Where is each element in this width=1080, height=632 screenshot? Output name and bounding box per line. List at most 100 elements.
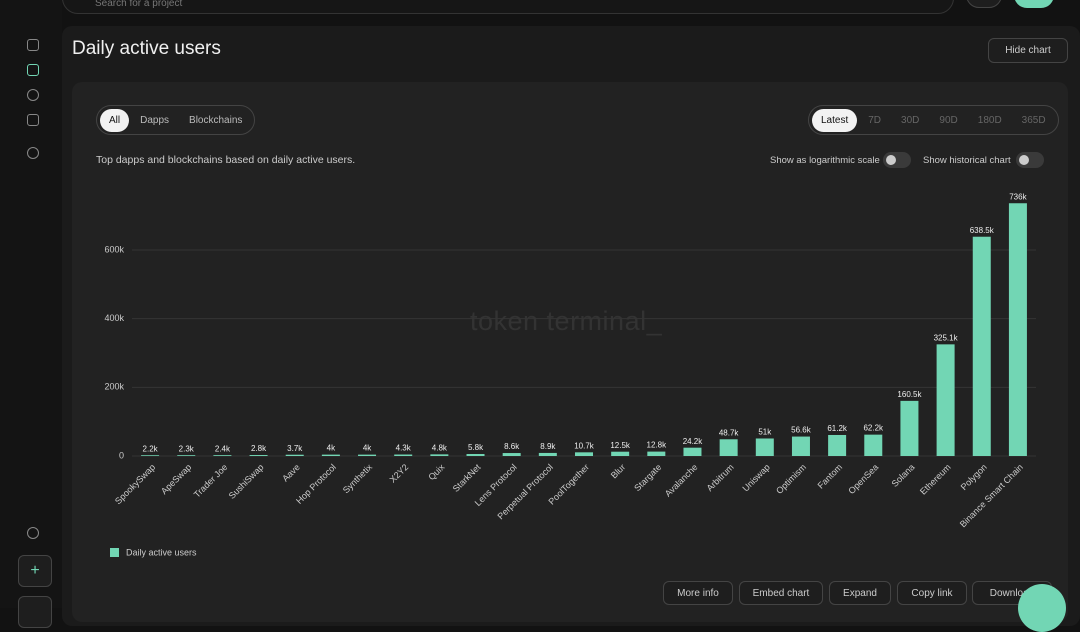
page: + Search for a project Daily active user… — [18, 0, 1068, 632]
bar — [394, 454, 413, 456]
action-label: Expand — [843, 587, 877, 599]
value-label: 5.8k — [468, 443, 484, 452]
timeframe-group: Latest 7D 30D 90D 180D 365D — [808, 105, 1059, 135]
bar — [683, 447, 702, 456]
chat-button[interactable] — [1018, 584, 1066, 632]
value-label: 3.7k — [287, 444, 303, 453]
x-tick-label: Optimism — [774, 462, 808, 496]
bar — [900, 400, 919, 456]
bar — [611, 451, 630, 456]
page-title: Daily active users — [72, 38, 221, 59]
hide-chart-button[interactable]: Hide chart — [988, 38, 1068, 63]
historical-toggle[interactable] — [1016, 152, 1044, 168]
x-tick-label: OpenSea — [846, 462, 880, 496]
chart: 0 200k 400k 600k 2.2k SpookySwap 2.3k ApeSwap 2.… — [104, 192, 1036, 557]
x-tick-label: Avalanche — [663, 462, 700, 499]
x-tick-label: Fantom — [816, 462, 845, 491]
value-label: 160.5k — [897, 390, 922, 399]
pie-icon[interactable] — [27, 89, 39, 101]
x-tick-label: Binance Smart Chain — [958, 462, 1025, 529]
value-label: 2.2k — [143, 444, 159, 453]
action-label: More info — [677, 587, 719, 599]
bar — [647, 451, 666, 456]
timeframe[interactable]: 90D — [939, 114, 958, 126]
x-tick-label: Polygon — [959, 462, 989, 492]
value-label: 325.1k — [934, 333, 959, 342]
timeframe[interactable]: 180D — [977, 114, 1002, 126]
tab[interactable]: Blockchains — [189, 114, 243, 126]
x-tick-label: Aave — [280, 462, 302, 484]
value-label: 48.7k — [719, 428, 740, 437]
action-label: Download — [989, 587, 1035, 599]
tab[interactable]: All — [100, 108, 130, 132]
value-label: 8.9k — [540, 442, 556, 451]
action-button[interactable]: Copy link — [897, 581, 967, 605]
description: Top dapps and blockchains based on daily… — [96, 154, 356, 166]
historical-toggle-label: Show historical chart — [923, 155, 1011, 166]
x-tick-label: Arbitrum — [705, 462, 736, 493]
x-tick-label: Blur — [609, 462, 627, 480]
value-label: 2.8k — [251, 444, 267, 453]
watermark: token terminal_ — [470, 306, 663, 336]
timeframe[interactable]: 365D — [1021, 114, 1046, 126]
bar — [285, 454, 304, 456]
bar — [828, 434, 847, 456]
y-tick-label: 0 — [119, 450, 124, 460]
value-label: 12.5k — [610, 441, 631, 450]
tab[interactable]: Dapps — [140, 114, 170, 126]
hide-chart-label: Hide chart — [1005, 45, 1051, 56]
value-label: 8.6k — [504, 442, 520, 451]
action-label: Copy link — [911, 587, 953, 599]
bar — [213, 455, 232, 456]
log-toggle[interactable] — [883, 152, 911, 168]
x-tick-label: X2Y2 — [388, 462, 411, 485]
timeframe[interactable]: 30D — [901, 114, 920, 126]
charts-icon[interactable] — [27, 64, 39, 76]
action-button[interactable]: Expand — [829, 581, 891, 605]
bar — [466, 454, 485, 456]
x-tick-label: Trader Joe — [192, 462, 230, 500]
value-label: 736k — [1009, 192, 1027, 201]
value-label: 4k — [363, 444, 372, 453]
legend-label: Daily active users — [126, 547, 197, 557]
timeframe[interactable]: 7D — [868, 114, 882, 126]
action-button[interactable]: Embed chart — [739, 581, 823, 605]
y-tick-label: 600k — [104, 244, 124, 254]
bar — [972, 236, 991, 456]
add-button[interactable]: + — [18, 555, 52, 587]
tab-group: All Dapps Blockchains — [96, 105, 256, 135]
bar — [141, 455, 160, 456]
x-tick-label: ApeSwap — [159, 462, 193, 496]
y-tick-label: 400k — [104, 313, 124, 323]
timeframe[interactable]: Latest — [812, 108, 858, 132]
bar — [864, 434, 883, 456]
bar — [538, 452, 557, 456]
bar — [719, 439, 738, 456]
bar — [502, 453, 521, 456]
x-tick-label: Ethereum — [918, 462, 953, 497]
bar — [249, 455, 268, 456]
upgrade-button[interactable] — [1014, 0, 1054, 8]
action-button[interactable]: More info — [663, 581, 733, 605]
value-label: 56.6k — [791, 426, 812, 435]
y-tick-label: 200k — [104, 382, 124, 392]
bar — [321, 454, 340, 456]
bar — [755, 438, 774, 456]
value-label: 12.8k — [647, 441, 668, 450]
value-label: 51k — [758, 428, 772, 437]
x-tick-label: Solana — [890, 462, 917, 489]
value-label: 62.2k — [863, 424, 884, 433]
fire-icon[interactable] — [27, 147, 39, 159]
chart-card — [72, 82, 1068, 622]
search-placeholder: Search for a project — [95, 0, 183, 9]
x-tick-label: Stargate — [632, 462, 663, 493]
log-toggle-label: Show as logarithmic scale — [770, 155, 880, 166]
value-label: 638.5k — [970, 226, 995, 235]
info-icon[interactable] — [27, 527, 39, 539]
folder-icon[interactable] — [27, 114, 39, 126]
bar — [791, 436, 810, 456]
home-icon[interactable] — [27, 39, 39, 51]
x-tick-label: SpookySwap — [113, 462, 157, 506]
legend-swatch — [110, 548, 119, 557]
bar — [177, 455, 196, 456]
